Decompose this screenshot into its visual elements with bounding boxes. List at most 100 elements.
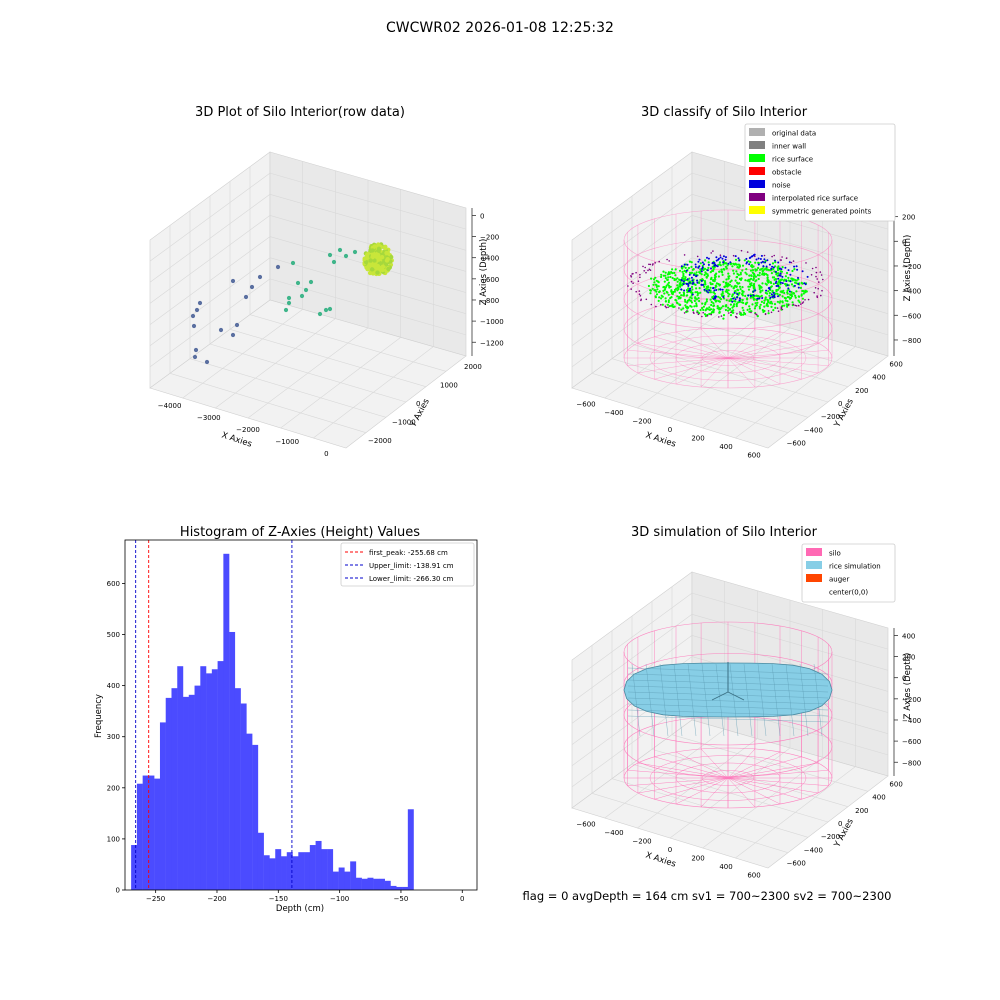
classify-point [756, 274, 760, 277]
classify-point [647, 284, 651, 288]
classify-point [787, 269, 790, 272]
classify-point [729, 314, 733, 317]
classify-point [810, 274, 813, 276]
simulation-legend-swatch [806, 574, 822, 582]
classify-point [707, 285, 710, 288]
classify-silo-floor-ring [701, 350, 755, 366]
classify-point [682, 280, 685, 283]
simulation-legend: silo rice simulation auger center(0,0) [801, 543, 896, 603]
classify-legend-label: inner wall [772, 143, 806, 151]
classify-point [710, 303, 713, 307]
classify-point [811, 267, 814, 270]
raw-wall-grid [269, 172, 467, 230]
classify-point [709, 308, 713, 311]
classify-point [667, 293, 670, 296]
classify-silo-floor-ring [649, 335, 807, 381]
classify-point [728, 275, 731, 278]
classify-point [722, 280, 725, 283]
classify-point [692, 311, 695, 314]
classify-point [766, 302, 769, 305]
classify-point [686, 301, 689, 304]
classify-point [792, 260, 795, 262]
histogram-bar [154, 778, 161, 890]
classify-point [715, 295, 718, 298]
classify-point [763, 301, 766, 305]
simulation-silo-floor-ring [675, 762, 781, 794]
raw-y-tick: 1000 [440, 382, 458, 390]
classify-point [772, 282, 775, 285]
histogram-legend-frame [340, 542, 475, 587]
histogram-bar [350, 861, 357, 890]
classify-z-tick: 200 [902, 214, 915, 222]
classify-point [773, 278, 776, 281]
classify-point [696, 255, 699, 258]
histogram-y-tick: 600 [107, 580, 120, 588]
classify-point [701, 267, 703, 270]
histogram-bar [257, 832, 264, 890]
classify-point [722, 261, 725, 264]
classify-point [760, 300, 764, 303]
classify-point [695, 271, 698, 274]
classify-point [724, 265, 728, 268]
classify-point [687, 290, 690, 292]
classify-point [670, 290, 673, 293]
classify-point [679, 296, 682, 299]
classify-point [755, 313, 758, 316]
histogram-bar [200, 666, 207, 890]
classify-point [695, 274, 698, 277]
classify-point [704, 283, 707, 286]
classify-point [805, 262, 807, 264]
classify-point [661, 303, 664, 306]
classify-point [655, 290, 658, 293]
classify-point [711, 310, 714, 313]
classify-point [801, 302, 804, 304]
classify-point [669, 275, 672, 279]
histogram-legend-label: Lower_limit: -266.30 cm [369, 575, 454, 583]
classify-point [694, 266, 697, 268]
classify-point [741, 294, 745, 297]
classify-point [693, 299, 697, 303]
classify-point [654, 283, 657, 286]
classify-point [703, 280, 707, 283]
classify-xlabel: X Axies [644, 430, 677, 449]
classify-point [683, 269, 686, 272]
classify-legend: original data inner wall rice surface obsta… [744, 123, 896, 222]
raw-floor-grid [313, 346, 434, 439]
simulation-floor-grid [735, 766, 856, 859]
histogram-bar [367, 877, 374, 890]
classify-point [739, 311, 741, 313]
raw-wall-grid [269, 215, 467, 272]
simulation-mesh-line [627, 691, 829, 699]
classify-point [678, 291, 681, 294]
histogram-xlabel: Depth (cm) [276, 904, 324, 914]
classify-point [791, 301, 794, 304]
classify-legend-swatch [749, 167, 765, 175]
classify-point [705, 276, 708, 279]
classify-point [660, 297, 663, 300]
histogram-x-tick: −100 [330, 895, 349, 903]
raw-point [299, 293, 305, 299]
classify-point [736, 313, 738, 315]
classify-point [799, 286, 803, 289]
classify-point [701, 261, 704, 264]
classify-point [697, 297, 700, 300]
classify-point [784, 282, 787, 286]
raw-point [364, 259, 369, 265]
simulation-3d-axes: −600 −400 −200 0 200 400 600 −600 −400 −200 0 200 40… [571, 571, 921, 880]
classify-point [777, 272, 780, 275]
raw-y-tick: 2000 [464, 363, 482, 371]
simulation-legend-label: center(0,0) [829, 589, 868, 597]
histogram-bar [321, 849, 328, 890]
classify-point [785, 303, 788, 306]
classify-point [798, 295, 801, 298]
classify-point [657, 299, 660, 302]
simulation-legend-label: rice simulation [829, 563, 881, 571]
classify-point [669, 297, 672, 300]
simulation-zlabel: Z Axies (Depth) [903, 653, 913, 720]
classify-point [755, 268, 759, 271]
classify-point [741, 286, 744, 289]
classify-point [786, 284, 789, 287]
classify-point [649, 292, 652, 295]
classify-point [735, 276, 738, 279]
classify-legend-swatch [749, 154, 765, 162]
